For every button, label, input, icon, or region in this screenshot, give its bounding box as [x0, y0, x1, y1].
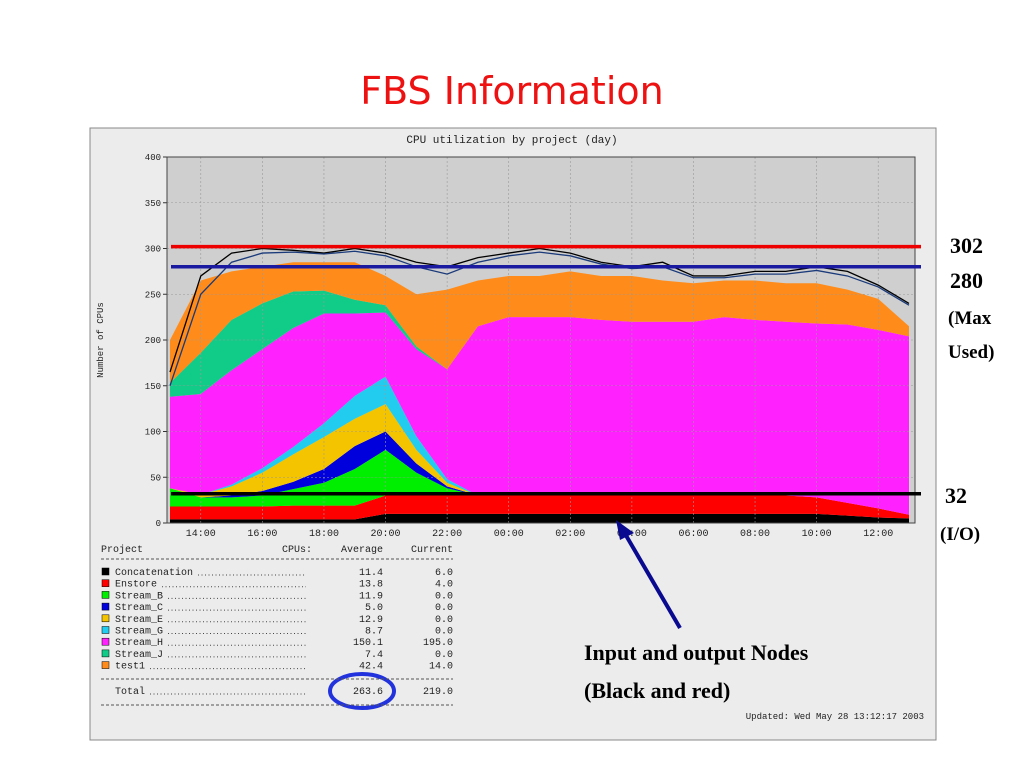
y-tick-label: 200: [145, 336, 161, 346]
table-header: Average: [341, 545, 383, 556]
area: [170, 431, 909, 515]
current-value: 14.0: [429, 662, 453, 673]
total-current: 219.0: [423, 687, 453, 698]
y-tick-label: 0: [156, 519, 161, 529]
legend-swatch: [101, 661, 110, 669]
current-value: 0.0: [435, 650, 453, 661]
annotation: (Max: [948, 308, 992, 329]
y-tick-label: 250: [145, 290, 161, 300]
x-tick-label: 06:00: [678, 529, 708, 540]
legend-swatch: [101, 602, 110, 611]
updated-text: Updated: Wed May 28 13:12:17 2003: [746, 712, 924, 722]
total-average: 263.6: [353, 687, 383, 698]
arrow-head: [616, 520, 634, 540]
legend-label: Enstore: [115, 580, 157, 591]
average-value: 8.7: [365, 627, 383, 638]
x-tick-label: 12:00: [863, 529, 893, 540]
current-value: 0.0: [435, 627, 453, 638]
table-header: CPUs:: [282, 545, 312, 556]
y-tick-label: 350: [145, 199, 161, 209]
x-tick-label: 20:00: [371, 529, 401, 540]
total-label: Total: [115, 686, 145, 698]
average-value: 5.0: [365, 603, 383, 614]
x-tick-label: 16:00: [247, 529, 277, 540]
average-value: 12.9: [359, 615, 383, 626]
current-value: 6.0: [435, 568, 453, 579]
x-tick-label: 00:00: [494, 529, 524, 540]
average-value: 11.9: [359, 591, 383, 602]
current-value: 0.0: [435, 603, 453, 614]
legend-swatch: [101, 649, 110, 658]
chart-title: CPU utilization by project (day): [406, 135, 617, 147]
y-tick-label: 150: [145, 382, 161, 392]
average-value: 13.8: [359, 580, 383, 591]
legend-label: Stream_G: [115, 627, 163, 638]
y-tick-label: 400: [145, 153, 161, 163]
plot-border: [166, 156, 916, 524]
legend-label: Stream_H: [115, 638, 163, 649]
area: [170, 376, 909, 515]
table-header: Current: [411, 545, 453, 556]
ref-label: 302: [950, 233, 983, 258]
current-value: 0.0: [435, 615, 453, 626]
y-tick-label: 300: [145, 245, 161, 255]
x-tick-label: 08:00: [740, 529, 770, 540]
legend-swatch: [101, 614, 110, 623]
annotation: (I/O): [940, 524, 980, 545]
area: [170, 449, 909, 515]
x-tick-label: 18:00: [309, 529, 339, 540]
legend-swatch: [101, 567, 110, 576]
current-value: 4.0: [435, 580, 453, 591]
legend-swatch: [101, 579, 110, 587]
trace-line: [169, 250, 910, 386]
legend-swatch: [101, 591, 110, 599]
area: [170, 513, 909, 523]
average-value: 11.4: [359, 568, 383, 579]
legend-swatch: [101, 637, 110, 646]
legend-label: Stream_E: [115, 615, 163, 626]
highlight-ellipse: [328, 672, 396, 710]
legend-label: Stream_C: [115, 603, 163, 614]
ref-label: 32: [945, 483, 967, 508]
arrow-shaft: [622, 530, 682, 630]
area: [170, 312, 909, 515]
ref-label: 280: [950, 268, 983, 293]
y-tick-label: 50: [150, 473, 161, 483]
legend-swatch: [101, 626, 110, 634]
legend-label: test1: [115, 662, 145, 673]
average-value: 150.1: [353, 638, 383, 649]
annotation: Input and output Nodes: [584, 640, 809, 665]
x-tick-label: 14:00: [186, 529, 216, 540]
legend-label: Stream_J: [115, 650, 163, 661]
table-header: Project: [101, 544, 143, 556]
annotation: (Black and red): [584, 678, 730, 703]
average-value: 42.4: [359, 662, 383, 673]
average-value: 7.4: [365, 650, 383, 661]
x-tick-label: 02:00: [555, 529, 585, 540]
x-tick-label: 04:00: [617, 529, 647, 540]
trace-line: [169, 247, 910, 373]
current-value: 0.0: [435, 591, 453, 602]
x-tick-label: 22:00: [432, 529, 462, 540]
legend-label: Stream_B: [115, 591, 163, 602]
x-tick-label: 10:00: [802, 529, 832, 540]
legend-label: Concatenation: [115, 567, 193, 579]
area: [170, 404, 909, 515]
annotation: Used): [948, 342, 994, 363]
slide-title: FBS Information: [360, 69, 663, 113]
area: [170, 262, 909, 384]
y-tick-label: 100: [145, 428, 161, 438]
current-value: 195.0: [423, 638, 453, 649]
y-axis-label: Number of CPUs: [96, 302, 106, 378]
chart-layer: 0 50 100 150 200 250 300 350 400 14:00 16:00 18:00 2…: [145, 153, 921, 540]
area: [170, 495, 909, 520]
